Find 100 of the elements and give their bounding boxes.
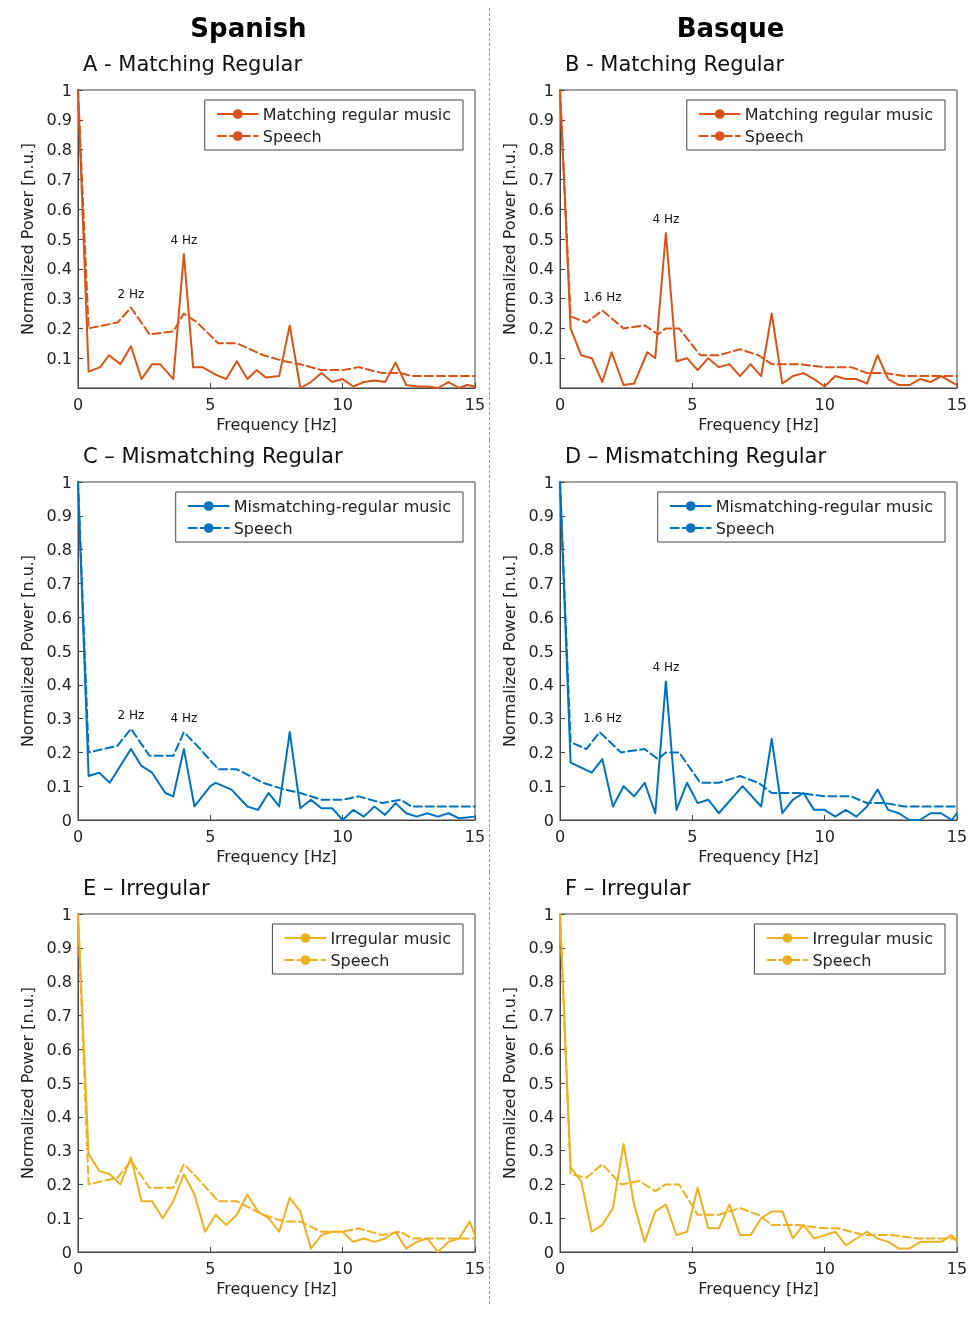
y-tick-label: 0 — [543, 810, 554, 830]
y-tick-label: 0.5 — [46, 641, 72, 661]
y-tick-label: 0.8 — [46, 140, 72, 160]
y-tick-label: 0.6 — [46, 199, 72, 219]
x-tick-label: 10 — [814, 1258, 835, 1278]
y-tick-label: 0.5 — [46, 1073, 72, 1093]
legend-label: Speech — [330, 950, 390, 970]
y-tick-label: 0.5 — [46, 229, 72, 249]
y-tick-label: 1 — [61, 80, 72, 100]
y-axis-title: Normalized Power [n.u.] — [500, 986, 520, 1180]
x-axis-title: Frequency [Hz] — [216, 415, 337, 435]
legend-label: Irregular music — [330, 928, 452, 948]
x-tick-label: 5 — [687, 1258, 698, 1278]
y-axis-title: Normalized Power [n.u.] — [18, 554, 38, 748]
x-axis-title: Frequency [Hz] — [216, 847, 337, 867]
y-tick-label: 0.3 — [528, 289, 554, 309]
y-axis-title: Normalized Power [n.u.] — [500, 142, 520, 336]
y-tick-label: 0.8 — [528, 972, 554, 992]
y-tick-label: 0.7 — [46, 573, 72, 593]
y-tick-label: 1 — [543, 80, 554, 100]
legend-label: Irregular music — [812, 928, 934, 948]
y-tick-label: 0.9 — [528, 506, 554, 526]
y-tick-label: 0.3 — [528, 709, 554, 729]
y-tick-label: 0.3 — [46, 1141, 72, 1161]
x-tick-label: 5 — [205, 1258, 216, 1278]
y-tick-label: 0.8 — [46, 540, 72, 560]
y-tick-label: 0.4 — [46, 675, 72, 695]
y-tick-label: 0.6 — [528, 199, 554, 219]
y-tick-label: 0.4 — [528, 675, 554, 695]
chart-title: C – Mismatching Regular — [83, 443, 343, 468]
y-tick-label: 0.4 — [46, 1107, 72, 1127]
y-tick-label: 0 — [543, 1242, 554, 1262]
y-tick-label: 0.1 — [528, 1208, 554, 1228]
x-tick-label: 15 — [946, 826, 968, 846]
y-tick-label: 0.3 — [528, 1141, 554, 1161]
legend-label: Mismatching-regular music — [715, 496, 934, 516]
chart-title: A - Matching Regular — [83, 51, 303, 76]
y-tick-label: 1 — [543, 904, 554, 924]
y-tick-label: 0.3 — [46, 709, 72, 729]
y-tick-label: 0.5 — [528, 1073, 554, 1093]
annotation: 4 Hz — [170, 232, 198, 247]
y-tick-label: 0.8 — [528, 540, 554, 560]
y-tick-label: 0.9 — [46, 506, 72, 526]
y-tick-label: 0.2 — [528, 1174, 554, 1194]
x-tick-label: 15 — [464, 394, 486, 414]
y-tick-label: 0.6 — [528, 1039, 554, 1059]
legend-label: Speech — [744, 126, 804, 146]
y-tick-label: 0.2 — [528, 742, 554, 762]
x-tick-label: 5 — [687, 826, 698, 846]
y-tick-label: 0.3 — [46, 289, 72, 309]
y-tick-label: 0.6 — [46, 607, 72, 627]
annotation: 2 Hz — [117, 707, 145, 722]
chart-title: E – Irregular — [83, 875, 211, 900]
annotation: 4 Hz — [652, 212, 680, 227]
y-tick-label: 0.5 — [528, 229, 554, 249]
x-tick-label: 10 — [814, 394, 835, 414]
y-tick-label: 0.6 — [528, 607, 554, 627]
y-tick-label: 0.5 — [528, 641, 554, 661]
x-tick-label: 5 — [205, 826, 216, 846]
y-tick-label: 0.4 — [46, 259, 72, 279]
x-tick-label: 5 — [687, 394, 698, 414]
y-tick-label: 0.4 — [528, 259, 554, 279]
y-tick-label: 1 — [543, 472, 554, 492]
y-tick-label: 1 — [61, 472, 72, 492]
x-tick-label: 15 — [464, 1258, 486, 1278]
legend-label: Matching regular music — [744, 104, 933, 124]
y-tick-label: 0.9 — [528, 938, 554, 958]
x-tick-label: 15 — [946, 1258, 968, 1278]
text: Basque — [675, 12, 786, 45]
y-tick-label: 0.2 — [46, 742, 72, 762]
y-tick-label: 0.1 — [46, 1208, 72, 1228]
chart-title: B - Matching Regular — [565, 51, 785, 76]
x-tick-label: 10 — [332, 826, 353, 846]
y-tick-label: 0.2 — [46, 1174, 72, 1194]
y-tick-label: 0.7 — [528, 573, 554, 593]
y-tick-label: 0 — [61, 810, 72, 830]
annotation: 1.6 Hz — [583, 711, 622, 726]
chart-title: F – Irregular — [565, 875, 691, 900]
y-tick-label: 0.1 — [46, 348, 72, 368]
legend-label: Mismatching-regular music — [233, 496, 452, 516]
y-tick-label: 0.6 — [46, 1039, 72, 1059]
annotation: 4 Hz — [170, 711, 198, 726]
y-tick-label: 0.9 — [46, 110, 72, 130]
x-tick-label: 10 — [332, 1258, 353, 1278]
y-tick-label: 0.4 — [528, 1107, 554, 1127]
x-tick-label: 15 — [946, 394, 968, 414]
y-axis-title: Normalized Power [n.u.] — [18, 986, 38, 1180]
x-axis-title: Frequency [Hz] — [698, 847, 819, 867]
legend-label: Speech — [715, 518, 775, 538]
y-tick-label: 0.8 — [46, 972, 72, 992]
y-tick-label: 0.1 — [528, 348, 554, 368]
y-tick-label: 0.9 — [46, 938, 72, 958]
y-tick-label: 0.8 — [528, 140, 554, 160]
legend-label: Speech — [262, 126, 322, 146]
y-tick-label: 0.7 — [528, 1005, 554, 1025]
chart-title: D – Mismatching Regular — [565, 443, 827, 468]
x-axis-title: Frequency [Hz] — [216, 1279, 337, 1299]
text: Spanish — [189, 12, 308, 45]
annotation: 2 Hz — [117, 286, 145, 301]
legend-label: Speech — [233, 518, 293, 538]
